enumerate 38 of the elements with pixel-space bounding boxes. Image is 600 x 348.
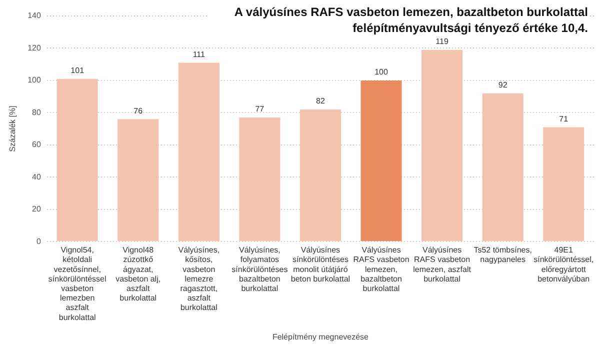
data-label: 77 (255, 104, 265, 114)
data-label: 71 (559, 114, 569, 124)
data-label: 111 (192, 50, 206, 59)
y-tick-label: 120 (28, 43, 42, 52)
x-tick-label: Vályúsínes, folyamatos sínkörülöntéses bazaltbeton burkolattal (232, 246, 288, 294)
x-tick-label: Vályúsínes RAFS vasbeton lemezen, bazaltbeton burkolattal (353, 246, 410, 294)
bar (300, 109, 341, 242)
y-tick-label: 0 (36, 236, 42, 246)
x-tick-label: Vályúsínes sínkörülöntéses monolit útátjáró beton burkolattal (290, 246, 350, 284)
y-tick-label: 40 (32, 172, 42, 182)
y-tick-label: 140 (28, 11, 42, 20)
bar (178, 62, 220, 242)
data-label: 76 (134, 106, 144, 116)
x-tick-label: Vályúsínes RAFS vasbeton lemezen, aszfalt burkolattal (413, 246, 472, 284)
bar (118, 119, 159, 242)
bar (56, 78, 98, 242)
data-label: 119 (436, 37, 449, 46)
x-tick-label: 49E1 sínkörülöntéssel, előregyártott betonvályúban (534, 246, 594, 284)
bar (239, 118, 280, 242)
bar (422, 50, 463, 242)
bar (482, 93, 524, 242)
data-label: 100 (374, 68, 388, 77)
x-tick-label: Ts52 tömbsínes, nagypaneles (474, 246, 532, 264)
bar (360, 80, 402, 242)
bar (543, 127, 584, 242)
y-tick-label: 100 (28, 76, 42, 85)
chart-title: A vályúsínes RAFS vasbeton lemezen, bazaltbeton burkolattal felépítményavultsági tényező értéke 10,4. (208, 4, 588, 36)
data-label: 101 (70, 66, 85, 76)
y-axis-title: Százalék [%] (8, 106, 18, 152)
x-tick-label: Vignol48 zúzottkő ágyazat, vasbeton alj, aszfalt burkolattal (116, 246, 161, 303)
y-tick-label: 20 (32, 204, 42, 214)
data-label: 92 (498, 80, 508, 90)
x-axis-title: Felépítmény megnevezése (272, 332, 370, 342)
data-label: 82 (316, 96, 326, 106)
x-tick-label: Vignol54, kétoldali vezetősínnel, sínkörülöntéssel vasbeton lemezben aszfalt burkolattal (48, 246, 106, 322)
x-tick-label: Vályúsínes, kősítos, vasbeton lemezre ragasztott, aszfalt burkolattal (178, 246, 220, 312)
y-tick-label: 80 (32, 108, 42, 117)
y-tick-label: 60 (32, 140, 42, 150)
